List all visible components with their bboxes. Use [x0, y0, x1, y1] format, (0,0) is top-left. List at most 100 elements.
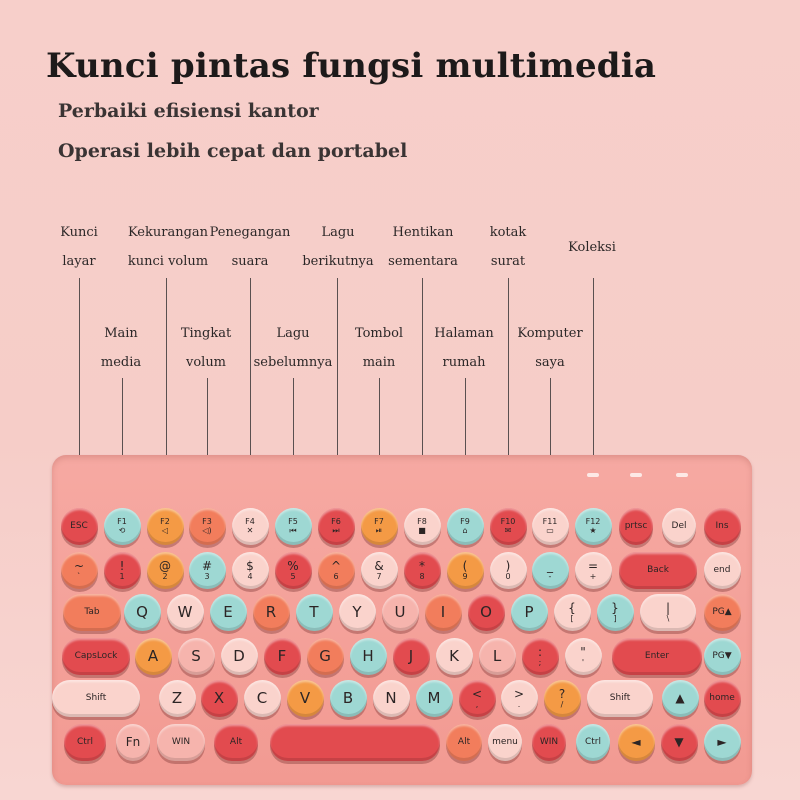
key-slash[interactable]: ? / — [543, 679, 581, 717]
key-z[interactable]: Z — [158, 679, 196, 717]
key-ctrl[interactable]: Ctrl — [64, 723, 106, 761]
key-fn[interactable]: Fn — [116, 723, 150, 761]
key-r[interactable]: R — [252, 593, 290, 631]
key-arrow-up[interactable]: ▲ — [661, 679, 699, 717]
key-enter[interactable]: Enter — [612, 637, 702, 675]
key-w[interactable]: W — [166, 593, 204, 631]
key-bracket-right[interactable]: }] — [596, 593, 634, 631]
key-f10[interactable]: F10 ✉ — [489, 507, 527, 545]
key-arrow-down[interactable]: ▼ — [660, 723, 698, 761]
key-semicolon[interactable]: :; — [521, 637, 559, 675]
key-win[interactable]: WIN — [157, 723, 205, 761]
key-period[interactable]: >. — [500, 679, 538, 717]
key-n[interactable]: N — [372, 679, 410, 717]
key-equal[interactable]: = + — [574, 551, 612, 589]
key-label: { — [568, 600, 576, 615]
key-f2[interactable]: F2 ◁ — [146, 507, 184, 545]
key-g[interactable]: G — [306, 637, 344, 675]
key-p[interactable]: P — [510, 593, 548, 631]
key-menu[interactable]: menu — [488, 723, 522, 761]
key-page-up[interactable]: PG▲ — [703, 593, 741, 631]
key-tab[interactable]: Tab — [63, 593, 121, 631]
key-x[interactable]: X — [200, 679, 238, 717]
key-y[interactable]: Y — [338, 593, 376, 631]
key-f7[interactable]: F7 ⏯ — [360, 507, 398, 545]
key-label: | — [665, 600, 671, 615]
key-del[interactable]: Del — [662, 507, 696, 545]
key-f[interactable]: F — [263, 637, 301, 675]
key-label: ! — [119, 558, 125, 573]
media-function-icon: ★ — [589, 526, 597, 535]
key-d[interactable]: D — [220, 637, 258, 675]
key-label: menu — [492, 737, 518, 747]
key-f12[interactable]: F12 ★ — [574, 507, 612, 545]
key-comma[interactable]: <, — [458, 679, 496, 717]
key-minus[interactable]: _ - — [531, 551, 569, 589]
key-alt[interactable]: Alt — [446, 723, 482, 761]
key-prtsc[interactable]: prtsc — [619, 507, 653, 545]
key-b[interactable]: B — [329, 679, 367, 717]
leader-line — [79, 278, 80, 506]
key-win[interactable]: WIN — [532, 723, 566, 761]
key-2[interactable]: @2 — [146, 551, 184, 589]
key-label: CapsLock — [74, 651, 118, 661]
key-4[interactable]: $4 — [231, 551, 269, 589]
key-f1[interactable]: F1 ⟲ — [103, 507, 141, 545]
key-k[interactable]: K — [435, 637, 473, 675]
key-8[interactable]: * 8 — [403, 551, 441, 589]
key-l[interactable]: L — [478, 637, 516, 675]
key-f11[interactable]: F11 ▭ — [531, 507, 569, 545]
key-backslash[interactable]: | \ — [640, 593, 696, 631]
key-f5[interactable]: F5 ⏮ — [274, 507, 312, 545]
key-arrow-left[interactable]: ◄ — [617, 723, 655, 761]
key-s[interactable]: S — [177, 637, 215, 675]
key-home[interactable]: home — [703, 679, 741, 717]
key-space[interactable] — [270, 723, 440, 761]
key-t[interactable]: T — [295, 593, 333, 631]
key-ins[interactable]: Ins — [703, 507, 741, 545]
key-7[interactable]: & 7 — [360, 551, 398, 589]
key-ctrl[interactable]: Ctrl — [576, 723, 610, 761]
key-shift[interactable]: Shift — [587, 679, 653, 717]
key-back[interactable]: Back — [619, 551, 697, 589]
key-v[interactable]: V — [286, 679, 324, 717]
key-c[interactable]: C — [243, 679, 281, 717]
key-u[interactable]: U — [381, 593, 419, 631]
key-9[interactable]: (9 — [446, 551, 484, 589]
key-label: O — [480, 602, 492, 621]
key-label: S — [191, 646, 201, 665]
key-esc[interactable]: ESC — [60, 507, 98, 545]
key-shift[interactable]: Shift — [52, 679, 140, 717]
key-alt[interactable]: Alt — [214, 723, 258, 761]
key-e[interactable]: E — [209, 593, 247, 631]
key-label: L — [492, 646, 502, 665]
key-f8[interactable]: F8 ■ — [403, 507, 441, 545]
key-sublabel: 9 — [462, 571, 468, 581]
key-quote[interactable]: " ' — [564, 637, 602, 675]
key-sublabel: 6 — [333, 571, 339, 581]
key-h[interactable]: H — [349, 637, 387, 675]
key-m[interactable]: M — [415, 679, 453, 717]
key-f6[interactable]: F6 ⏭ — [317, 507, 355, 545]
key-arrow-right[interactable]: ► — [703, 723, 741, 761]
key-j[interactable]: J — [392, 637, 430, 675]
subtitle-efficiency: Perbaiki efisiensi kantor — [58, 100, 319, 122]
key-bracket-left[interactable]: {[ — [553, 593, 591, 631]
key-6[interactable]: ^ 6 — [317, 551, 355, 589]
key-end[interactable]: end — [703, 551, 741, 589]
key-5[interactable]: % 5 — [274, 551, 312, 589]
key-o[interactable]: O — [467, 593, 505, 631]
key-1[interactable]: ! 1 — [103, 551, 141, 589]
key-label: ▼ — [674, 735, 684, 749]
key-f4[interactable]: F4 ✕ — [231, 507, 269, 545]
key-0[interactable]: ) 0 — [489, 551, 527, 589]
key-f9[interactable]: F9 ⌂ — [446, 507, 484, 545]
key-q[interactable]: Q — [123, 593, 161, 631]
key-3[interactable]: #3 — [188, 551, 226, 589]
key-page-down[interactable]: PG▼ — [703, 637, 741, 675]
key-a[interactable]: A — [134, 637, 172, 675]
key-i[interactable]: I — [424, 593, 462, 631]
key-f3[interactable]: F3 ◁) — [188, 507, 226, 545]
key-tilde[interactable]: ~ ` — [60, 551, 98, 589]
key-capslock[interactable]: CapsLock — [62, 637, 130, 675]
